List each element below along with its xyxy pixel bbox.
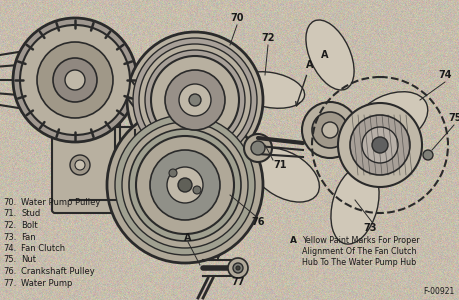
Text: 70.: 70. bbox=[3, 198, 16, 207]
Circle shape bbox=[178, 178, 192, 192]
Circle shape bbox=[37, 42, 113, 118]
Text: A: A bbox=[321, 50, 329, 60]
Circle shape bbox=[127, 32, 263, 168]
Text: 72.: 72. bbox=[3, 221, 16, 230]
Circle shape bbox=[70, 155, 90, 175]
Text: 77.: 77. bbox=[3, 278, 17, 287]
Text: A: A bbox=[290, 236, 297, 245]
Circle shape bbox=[133, 38, 257, 162]
Ellipse shape bbox=[235, 72, 305, 108]
Circle shape bbox=[189, 94, 201, 106]
Text: Fan Clutch: Fan Clutch bbox=[21, 244, 65, 253]
Text: Water Pump: Water Pump bbox=[21, 278, 73, 287]
Text: 71.: 71. bbox=[3, 209, 16, 218]
Circle shape bbox=[122, 122, 248, 248]
Circle shape bbox=[169, 169, 177, 177]
Circle shape bbox=[251, 141, 265, 155]
Circle shape bbox=[20, 25, 130, 135]
Circle shape bbox=[107, 107, 263, 263]
Text: Fan: Fan bbox=[21, 232, 36, 242]
Circle shape bbox=[423, 150, 433, 160]
Text: Hub To The Water Pump Hub: Hub To The Water Pump Hub bbox=[302, 258, 416, 267]
Circle shape bbox=[151, 56, 239, 144]
Text: Crankshaft Pulley: Crankshaft Pulley bbox=[21, 267, 95, 276]
Circle shape bbox=[312, 112, 348, 148]
Text: 73.: 73. bbox=[3, 232, 17, 242]
Text: Bolt: Bolt bbox=[21, 221, 38, 230]
Circle shape bbox=[244, 134, 272, 162]
Circle shape bbox=[372, 137, 388, 153]
Text: Yellow Paint Marks For Proper: Yellow Paint Marks For Proper bbox=[302, 236, 420, 245]
Circle shape bbox=[236, 266, 240, 270]
FancyBboxPatch shape bbox=[52, 127, 138, 213]
Ellipse shape bbox=[251, 148, 319, 202]
Text: Nut: Nut bbox=[21, 256, 36, 265]
Circle shape bbox=[233, 263, 243, 273]
Text: 75: 75 bbox=[448, 113, 459, 123]
Circle shape bbox=[53, 58, 97, 102]
Circle shape bbox=[322, 122, 338, 138]
Circle shape bbox=[165, 70, 225, 130]
Text: 74.: 74. bbox=[3, 244, 16, 253]
Circle shape bbox=[362, 127, 398, 163]
Text: 73: 73 bbox=[363, 223, 377, 233]
Circle shape bbox=[13, 18, 137, 142]
Text: Water Pump Pulley: Water Pump Pulley bbox=[21, 198, 101, 207]
Text: 71: 71 bbox=[273, 160, 287, 170]
Circle shape bbox=[65, 70, 85, 90]
Text: 76: 76 bbox=[251, 217, 265, 227]
Circle shape bbox=[228, 258, 248, 278]
Ellipse shape bbox=[352, 92, 428, 148]
Text: F-00921: F-00921 bbox=[424, 287, 455, 296]
Circle shape bbox=[167, 167, 203, 203]
Text: Alignment Of The Fan Clutch: Alignment Of The Fan Clutch bbox=[302, 247, 416, 256]
Text: 77: 77 bbox=[231, 277, 245, 287]
Text: 70: 70 bbox=[230, 13, 244, 23]
Ellipse shape bbox=[306, 20, 354, 90]
Circle shape bbox=[75, 160, 85, 170]
Text: A: A bbox=[184, 233, 192, 243]
Circle shape bbox=[302, 102, 358, 158]
Circle shape bbox=[350, 115, 410, 175]
Text: 76.: 76. bbox=[3, 267, 17, 276]
Circle shape bbox=[179, 84, 211, 116]
Circle shape bbox=[150, 150, 220, 220]
Circle shape bbox=[136, 136, 234, 234]
Text: 74: 74 bbox=[438, 70, 452, 80]
Circle shape bbox=[115, 115, 255, 255]
Ellipse shape bbox=[331, 166, 379, 244]
Circle shape bbox=[145, 50, 245, 150]
Text: 72: 72 bbox=[261, 33, 275, 43]
Circle shape bbox=[129, 129, 241, 241]
Circle shape bbox=[139, 44, 251, 156]
Text: 75.: 75. bbox=[3, 256, 16, 265]
Text: Stud: Stud bbox=[21, 209, 40, 218]
Circle shape bbox=[193, 186, 201, 194]
Text: A: A bbox=[296, 60, 314, 106]
Circle shape bbox=[338, 103, 422, 187]
